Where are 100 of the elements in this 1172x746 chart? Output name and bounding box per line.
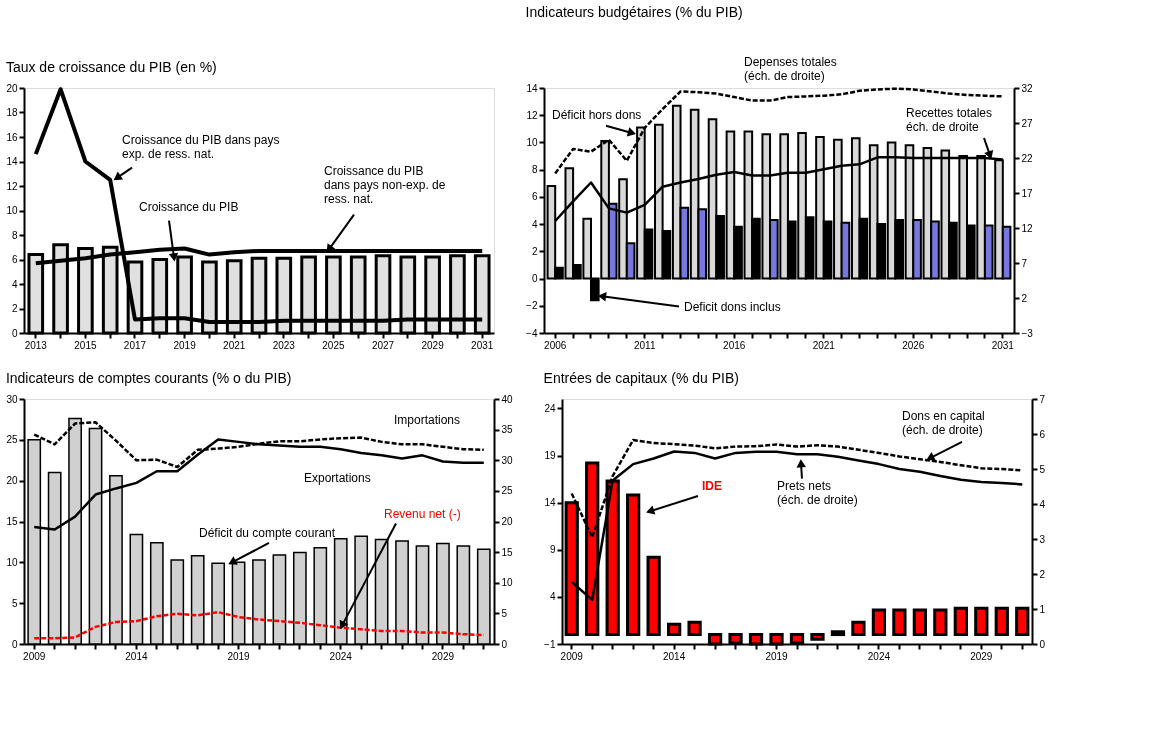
x-tick-label: 2024 xyxy=(867,650,891,662)
series-label: Deficit dons inclus xyxy=(684,300,781,315)
text: Croissance du PIB dans pays non-exp. de ress. nat. xyxy=(324,163,446,206)
y-tick-label: 8 xyxy=(11,229,18,241)
series-label: Recettes totales éch. de droite xyxy=(906,106,993,135)
bar xyxy=(953,606,968,637)
x-tick-label: 2027 xyxy=(371,339,395,351)
x-tick-label: 2015 xyxy=(74,339,97,351)
series-label: Croissance du PIB dans pays exp. de ress. nat. xyxy=(122,132,280,161)
x-tick-label: 2023 xyxy=(272,339,296,351)
bar xyxy=(830,630,846,637)
x-tick-label: 2021 xyxy=(223,339,246,351)
y-tick-label: 0 xyxy=(11,638,18,650)
y-tick-label: 25 xyxy=(6,434,18,446)
y2-tick-label: 2 xyxy=(1039,568,1046,580)
x-tick-label: 2021 xyxy=(812,339,836,351)
legend-label: Prets nets (éch. de droite) xyxy=(777,478,858,507)
y-tick-label: 4 xyxy=(531,218,538,230)
x-tick-label: 2019 xyxy=(227,650,251,662)
series-label: Depenses totales (éch. de droite) xyxy=(744,55,837,84)
y2-tick-label: 22 xyxy=(1021,152,1034,164)
series-label: Déficit hors dons xyxy=(552,108,642,123)
series-label: Déficit du compte courant xyxy=(199,525,336,540)
x-tick-label: 2019 xyxy=(173,339,197,351)
y-tick-label: 15 xyxy=(6,516,18,527)
y-tick-label: 10 xyxy=(6,556,18,568)
y-tick-label: 20 xyxy=(6,475,18,487)
y-tick-label: 20 xyxy=(6,82,18,94)
bar xyxy=(994,606,1009,637)
x-tick-label: 2016 xyxy=(723,339,746,351)
y2-tick-label: 2 xyxy=(1021,292,1028,304)
y-tick-label: 18 xyxy=(6,107,18,118)
y2-tick-label: 32 xyxy=(1021,82,1034,94)
y-tick-label: 12 xyxy=(526,109,538,121)
y2-tick-label: 25 xyxy=(501,485,514,497)
y-tick-label: 10 xyxy=(526,136,538,148)
text: Croissance du PIB xyxy=(139,200,239,215)
text: IDE xyxy=(702,478,723,493)
y-tick-label: 2 xyxy=(531,245,538,257)
bar xyxy=(933,608,948,637)
series-label: Dons en capital (éch. de droite) xyxy=(902,409,985,438)
y-tick-label: 6 xyxy=(11,254,18,265)
bar xyxy=(912,608,928,637)
x-tick-label: 2014 xyxy=(663,650,686,662)
x-tick-label: 2029 xyxy=(970,650,993,662)
y-tick-label: 14 xyxy=(6,156,18,167)
x-tick-label: 2011 xyxy=(633,339,656,351)
x-tick-label: 2026 xyxy=(902,339,925,351)
y-tick-label: 5 xyxy=(11,597,18,609)
text: Revenu net (-) xyxy=(384,507,461,522)
y-tick-label: 10 xyxy=(6,205,18,216)
bar xyxy=(646,555,661,637)
y2-tick-label: −3 xyxy=(1021,327,1034,339)
y-tick-label: 14 xyxy=(544,497,556,509)
y2-tick-label: 6 xyxy=(1039,428,1046,440)
y2-tick-label: 35 xyxy=(501,424,514,436)
y2-tick-label: 30 xyxy=(501,454,514,466)
y-tick-label: −1 xyxy=(544,638,556,650)
y2-tick-label: 7 xyxy=(1039,393,1046,405)
y-tick-label: −4 xyxy=(526,327,538,339)
bar xyxy=(871,608,887,637)
x-tick-label: 2013 xyxy=(24,339,48,351)
y-tick-label: 19 xyxy=(544,450,556,462)
y-tick-label: 24 xyxy=(544,402,556,414)
y-tick-label: 6 xyxy=(531,191,538,203)
chart-title: Taux de croissance du PIB (en %) xyxy=(5,59,217,75)
bar xyxy=(810,633,825,641)
bar xyxy=(851,620,866,637)
y2-tick-label: 1 xyxy=(1039,603,1046,615)
y2-tick-label: 3 xyxy=(1039,533,1046,545)
y2-tick-label: 15 xyxy=(501,546,514,558)
bar xyxy=(974,606,989,637)
x-tick-label: 2019 xyxy=(765,650,789,662)
y-tick-label: 30 xyxy=(6,393,18,405)
y-tick-label: 4 xyxy=(11,278,18,290)
y-tick-label: 8 xyxy=(531,164,538,176)
y2-tick-label: 27 xyxy=(1021,117,1034,129)
x-tick-label: 2014 xyxy=(125,650,148,662)
x-tick-label: 2029 xyxy=(421,339,445,351)
y2-tick-label: 40 xyxy=(501,393,514,405)
y-tick-label: 4 xyxy=(549,591,556,603)
y2-tick-label: 0 xyxy=(1039,638,1046,650)
chart-title: Indicateurs budgétaires (% du PIB) xyxy=(525,4,743,21)
bar xyxy=(687,620,702,637)
x-tick-label: 2006 xyxy=(544,339,567,351)
series-label: Importations xyxy=(394,413,461,428)
x-tick-label: 2025 xyxy=(322,339,345,351)
x-tick-label: 2009 xyxy=(560,650,584,662)
y2-tick-label: 0 xyxy=(501,638,508,650)
bar xyxy=(892,608,907,637)
bar xyxy=(666,622,682,637)
y-tick-label: 2 xyxy=(11,303,18,314)
y-tick-label: 9 xyxy=(549,544,556,556)
x-tick-label: 2031 xyxy=(471,339,494,351)
y2-tick-label: 10 xyxy=(501,577,514,589)
y-tick-label: 0 xyxy=(11,327,18,339)
bar xyxy=(1015,606,1030,637)
y-tick-label: 14 xyxy=(526,82,538,94)
x-tick-label: 2029 xyxy=(431,650,455,662)
x-tick-label: 2009 xyxy=(23,650,46,662)
